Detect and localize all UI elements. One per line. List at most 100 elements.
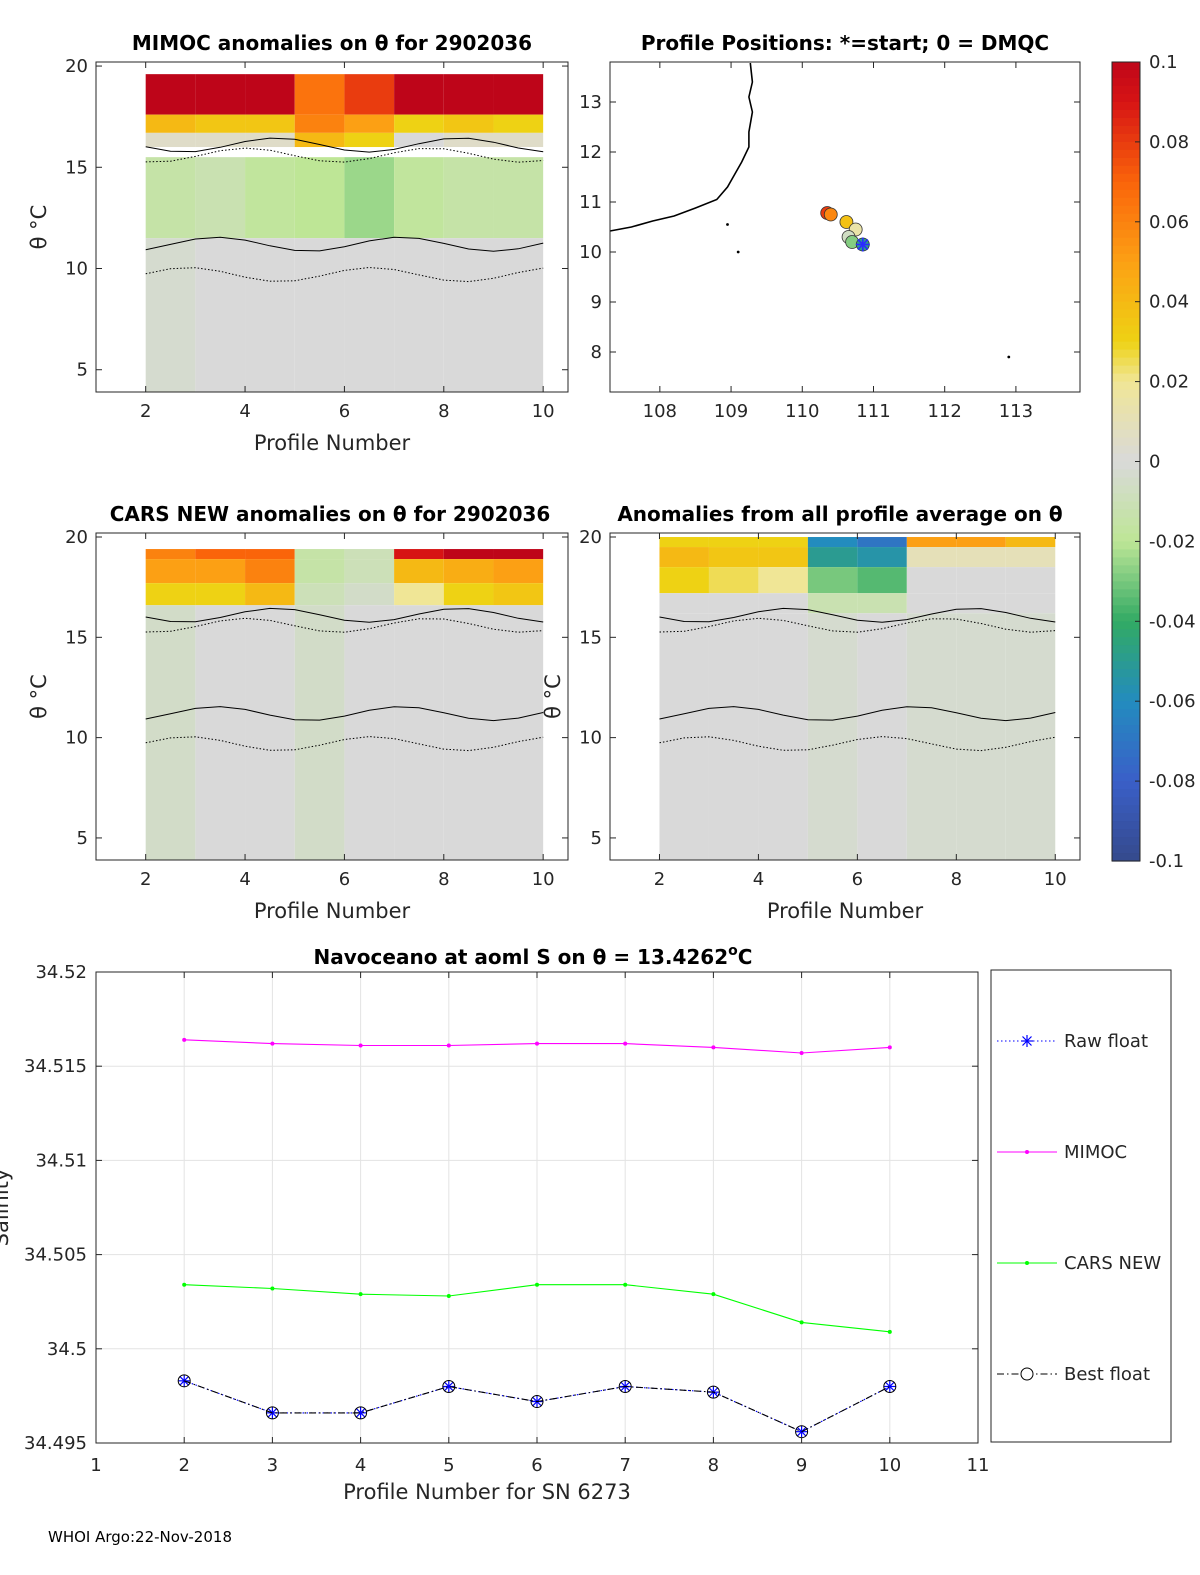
heat-cell — [344, 114, 395, 133]
heat-cell — [344, 559, 395, 584]
heat-cell — [807, 547, 858, 568]
series-point — [887, 1045, 892, 1050]
heat-cell — [443, 132, 494, 148]
x-tick-label: 8 — [438, 869, 449, 890]
colorbar-segment — [1112, 637, 1140, 646]
heat-cell — [344, 549, 395, 560]
y-tick-label: 20 — [65, 527, 88, 548]
y-tick-label: 34.51 — [35, 1150, 87, 1171]
colorbar-segment — [1112, 189, 1140, 199]
contour-line — [659, 617, 1056, 633]
heat-cell — [807, 567, 858, 594]
y-tick-label: 5 — [77, 360, 88, 381]
series-point — [618, 1379, 632, 1393]
heat-cell — [659, 613, 709, 860]
colorbar-segment — [1112, 357, 1140, 367]
y-tick-label: 34.52 — [35, 962, 87, 983]
heat-cell — [493, 583, 544, 606]
heat-cell — [708, 537, 759, 548]
x-tick-label: 6 — [852, 869, 863, 890]
heat-cell — [294, 559, 345, 584]
y-axis-label: θ °C — [27, 674, 51, 719]
island-dot — [726, 223, 729, 226]
heat-cell — [145, 583, 196, 606]
heat-cell — [807, 593, 858, 614]
colorbar-segment — [1112, 821, 1140, 830]
heat-cell — [493, 157, 544, 239]
colorbar-tick-label: -0.02 — [1149, 531, 1196, 552]
heat-cell — [857, 593, 907, 614]
legend-marker — [1025, 1150, 1029, 1154]
colorbar-segment — [1112, 389, 1140, 399]
colorbar-segment — [1112, 69, 1140, 79]
contour-line — [145, 706, 544, 722]
colorbar-segment — [1112, 437, 1140, 447]
colorbar-segment — [1112, 581, 1140, 590]
x-axis-label: Profile Number — [767, 899, 924, 923]
colorbar-segment — [1112, 613, 1140, 622]
colorbar-segment — [1112, 62, 1140, 71]
x-tick-label: 113 — [999, 401, 1033, 422]
x-tick-label: 2 — [140, 401, 151, 422]
heat-cell — [294, 74, 345, 115]
x-tick-label: 6 — [531, 1455, 542, 1476]
y-axis-label: θ °C — [27, 205, 51, 250]
y-tick-label: 8 — [591, 342, 602, 363]
colorbar-tick-label: 0.06 — [1149, 212, 1189, 233]
x-tick-label: 110 — [785, 401, 819, 422]
x-tick-label: 2 — [654, 869, 665, 890]
heat-cell — [195, 74, 246, 115]
colorbar-segment — [1112, 557, 1140, 566]
heat-cell — [443, 559, 494, 584]
heat-cell — [394, 114, 444, 133]
profile-positions-map: 108 109 110 111 112 113 8 9 10 11 12 13 Profile Posi… — [579, 31, 1081, 422]
colorbar-segment — [1112, 829, 1140, 838]
contour-line — [659, 736, 1056, 752]
colorbar-segment — [1112, 549, 1140, 558]
axes-box — [95, 532, 569, 861]
series-point — [706, 1385, 720, 1399]
colorbar-segment — [1112, 333, 1140, 343]
colorbar-tick-label: 0.1 — [1149, 52, 1178, 73]
series-point — [358, 1292, 363, 1297]
heat-cell — [245, 157, 295, 239]
colorbar-segment — [1112, 693, 1140, 702]
colorbar: 0.1 0.08 0.06 0.04 0.02 0 -0.02 -0.04 -0.06 -0.08… — [1111, 52, 1196, 872]
heat-cell — [443, 74, 494, 115]
x-tick-label: 8 — [438, 401, 449, 422]
y-tick-label: 10 — [579, 242, 602, 263]
heat-cell — [1005, 593, 1056, 614]
heat-cell — [245, 238, 295, 392]
y-tick-label: 11 — [579, 192, 602, 213]
colorbar-tick-label: 0.08 — [1149, 132, 1189, 153]
colorbar-segment — [1112, 173, 1140, 183]
heat-cell — [145, 549, 196, 560]
colorbar-segment — [1112, 509, 1140, 519]
y-axis-label: Salinity — [0, 1169, 13, 1247]
heat-cell — [245, 132, 295, 148]
heat-cell — [857, 567, 907, 594]
series-point — [182, 1282, 187, 1287]
contour-line — [145, 137, 544, 153]
x-tick-label: 10 — [1044, 869, 1067, 890]
colorbar-segment — [1112, 77, 1140, 87]
colorbar-segment — [1112, 365, 1140, 375]
series-point — [270, 1286, 275, 1291]
heat-cell — [344, 74, 395, 115]
start-star-marker — [857, 238, 869, 251]
series-point — [270, 1041, 275, 1046]
colorbar-segment — [1112, 141, 1140, 151]
heat-cell — [443, 583, 494, 606]
colorbar-segment — [1112, 165, 1140, 175]
heat-cell — [145, 132, 196, 148]
x-tick-label: 4 — [753, 869, 764, 890]
heat-cell — [956, 613, 1006, 860]
colorbar-segment — [1112, 181, 1140, 191]
heat-cell — [195, 132, 246, 148]
series-point — [446, 1043, 451, 1048]
colorbar-segment — [1112, 229, 1140, 239]
colorbar-segment — [1112, 541, 1140, 550]
legend-marker — [1025, 1261, 1029, 1265]
colorbar-segment — [1112, 133, 1140, 143]
